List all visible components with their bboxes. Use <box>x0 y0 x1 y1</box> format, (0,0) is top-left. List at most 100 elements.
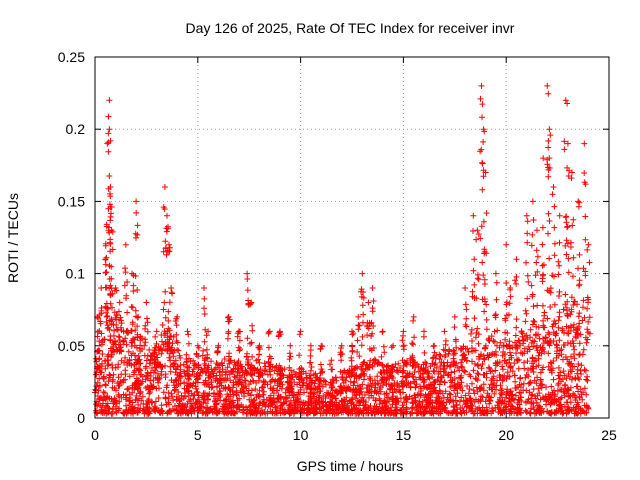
data-point <box>562 97 569 104</box>
data-point <box>107 317 113 324</box>
data-point <box>199 352 206 359</box>
data-point <box>531 358 538 365</box>
data-point <box>144 352 151 359</box>
data-point <box>520 337 527 344</box>
data-point <box>326 409 333 416</box>
data-point <box>475 331 482 338</box>
data-point <box>512 277 518 284</box>
data-point <box>171 387 178 394</box>
data-point <box>215 395 221 402</box>
data-point <box>463 323 470 330</box>
data-point <box>506 345 513 352</box>
data-point <box>312 409 319 416</box>
data-point <box>492 404 499 411</box>
data-point <box>478 365 485 372</box>
data-point <box>205 362 212 369</box>
data-point <box>458 394 465 401</box>
data-point <box>513 316 520 323</box>
data-point <box>513 324 520 331</box>
data-point <box>99 351 106 357</box>
data-point <box>484 408 491 415</box>
data-point <box>259 384 266 390</box>
data-point <box>480 173 487 180</box>
data-point <box>517 374 524 381</box>
data-point <box>170 405 176 412</box>
data-point <box>520 380 527 387</box>
data-point <box>559 327 566 334</box>
data-point <box>533 345 540 351</box>
data-point <box>467 402 474 409</box>
data-point <box>356 374 362 381</box>
data-point <box>205 396 211 403</box>
data-point <box>485 354 492 361</box>
data-point <box>307 359 314 366</box>
data-point <box>530 363 537 370</box>
data-point <box>308 398 315 404</box>
data-point <box>567 384 574 391</box>
data-point <box>360 397 367 403</box>
data-point <box>441 328 448 335</box>
data-point <box>567 393 574 400</box>
data-point <box>551 240 558 247</box>
data-point <box>153 385 160 392</box>
data-point <box>134 331 141 338</box>
data-point <box>138 380 145 387</box>
data-point <box>570 254 577 261</box>
data-point <box>409 356 416 363</box>
data-point <box>471 390 478 397</box>
data-point <box>144 383 151 390</box>
data-point <box>111 309 118 316</box>
data-point <box>436 381 443 388</box>
data-point <box>166 299 173 306</box>
data-point <box>494 377 500 384</box>
data-point <box>129 304 136 311</box>
data-point <box>265 344 272 351</box>
data-point <box>481 298 488 305</box>
data-point <box>429 355 436 362</box>
data-point <box>586 259 593 266</box>
data-point <box>479 101 486 108</box>
data-point <box>565 371 572 377</box>
data-point <box>440 365 447 372</box>
data-point <box>317 361 324 368</box>
data-point <box>225 328 232 335</box>
data-point <box>102 256 109 263</box>
data-point <box>477 148 484 155</box>
data-point <box>505 311 512 318</box>
data-point <box>96 347 103 354</box>
data-point <box>109 304 115 311</box>
data-point <box>586 314 593 321</box>
data-point <box>551 224 558 231</box>
data-point <box>135 408 141 415</box>
data-point <box>550 376 557 383</box>
data-point <box>485 364 492 371</box>
data-point <box>311 393 318 400</box>
data-point <box>545 391 552 398</box>
data-point <box>539 241 546 248</box>
x-tick-label: 20 <box>498 427 514 443</box>
data-point <box>175 347 182 354</box>
data-point <box>433 399 440 406</box>
data-point <box>296 331 303 338</box>
data-point <box>269 410 276 417</box>
data-point <box>501 398 508 405</box>
data-point <box>310 405 317 412</box>
data-point <box>302 400 309 407</box>
data-point <box>358 293 365 300</box>
data-point <box>551 252 558 259</box>
data-point <box>186 355 192 362</box>
data-point <box>530 303 537 310</box>
data-point <box>370 323 377 329</box>
data-point <box>199 368 206 375</box>
data-point <box>481 356 488 363</box>
data-point <box>479 361 486 367</box>
data-point <box>226 316 233 323</box>
data-point <box>235 344 242 351</box>
data-point <box>128 327 135 334</box>
data-point <box>113 408 120 415</box>
data-point <box>106 201 113 208</box>
data-point <box>546 331 553 338</box>
data-point <box>142 365 149 372</box>
data-point <box>493 279 500 286</box>
data-point <box>548 383 555 390</box>
